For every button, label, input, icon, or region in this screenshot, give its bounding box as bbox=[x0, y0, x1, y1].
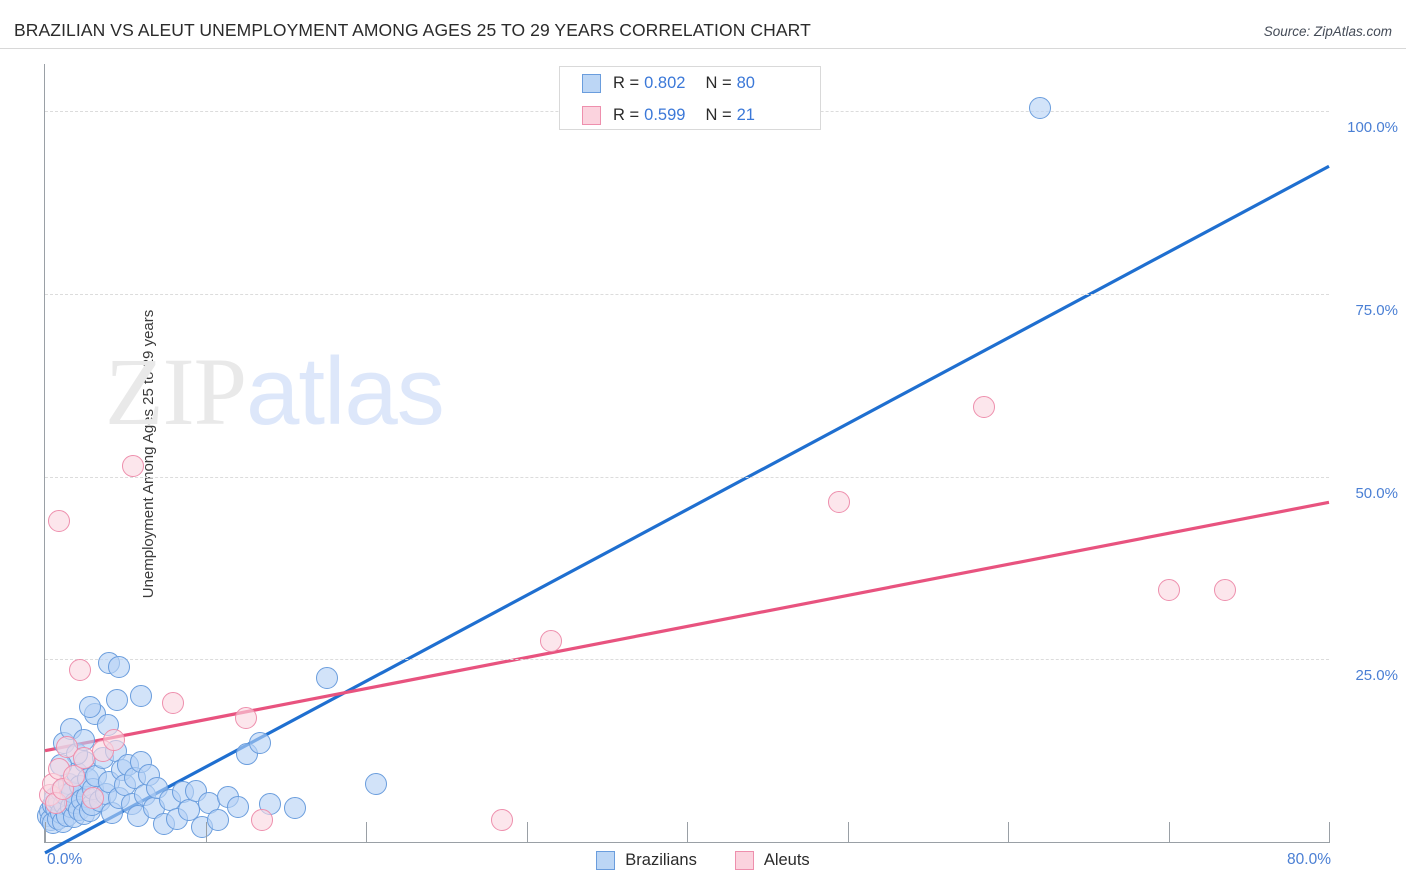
source-attribution: Source: ZipAtlas.com bbox=[1263, 24, 1392, 39]
x-axis-tick bbox=[1168, 822, 1170, 842]
data-point[interactable] bbox=[316, 666, 339, 689]
stats-swatch-brazilians bbox=[582, 73, 601, 93]
data-point[interactable] bbox=[106, 688, 129, 711]
data-point[interactable] bbox=[250, 809, 273, 832]
data-point[interactable] bbox=[234, 706, 257, 729]
gridline bbox=[45, 659, 1329, 661]
x-axis-tick bbox=[526, 822, 528, 842]
data-point[interactable] bbox=[207, 809, 230, 832]
data-point[interactable] bbox=[122, 454, 145, 477]
y-axis-title-wrap: Unemployment Among Ages 25 to 29 years bbox=[8, 64, 157, 843]
stats-r-value-2: 0.599 bbox=[644, 105, 686, 124]
data-point[interactable] bbox=[226, 795, 249, 818]
plot-area: ZIPatlas bbox=[37, 64, 1330, 855]
y-axis-label: 50.0% bbox=[1355, 484, 1398, 502]
data-point[interactable] bbox=[249, 732, 272, 755]
data-point[interactable] bbox=[284, 797, 307, 820]
data-point[interactable] bbox=[62, 765, 85, 788]
stats-n-label-2: N = bbox=[705, 105, 732, 124]
stats-n-value-2: 21 bbox=[736, 105, 755, 124]
page-title: BRAZILIAN VS ALEUT UNEMPLOYMENT AMONG AG… bbox=[14, 20, 811, 40]
data-point[interactable] bbox=[364, 772, 387, 795]
data-point[interactable] bbox=[491, 809, 514, 832]
stats-n-label-1: N = bbox=[705, 73, 732, 92]
x-axis-tick bbox=[687, 822, 688, 842]
data-point[interactable] bbox=[78, 695, 101, 718]
data-point[interactable] bbox=[130, 684, 153, 707]
legend-swatch-aleuts bbox=[734, 851, 754, 870]
trendline-aleuts bbox=[44, 500, 1330, 753]
stats-legend: R = 0.802 N = 80 R = 0.599 N = 21 bbox=[559, 66, 821, 130]
data-point[interactable] bbox=[1157, 578, 1180, 601]
x-axis-line bbox=[45, 842, 1330, 843]
x-axis-label: 0.0% bbox=[47, 851, 83, 868]
data-point[interactable] bbox=[1029, 96, 1052, 119]
y-axis-label: 75.0% bbox=[1355, 302, 1398, 320]
stats-row: R = 0.802 N = 80 bbox=[560, 67, 820, 99]
stats-n-value-1: 80 bbox=[736, 73, 755, 92]
legend-item-brazilians[interactable]: Brazilians bbox=[596, 851, 697, 870]
header-divider bbox=[0, 48, 1406, 49]
x-axis-tick bbox=[45, 822, 46, 842]
y-axis-line bbox=[44, 64, 45, 843]
gridline bbox=[45, 294, 1329, 296]
x-axis-tick bbox=[205, 822, 207, 842]
legend-swatch-brazilians bbox=[596, 851, 616, 870]
x-axis-tick bbox=[1008, 822, 1009, 842]
x-axis-tick bbox=[1329, 822, 1330, 842]
stats-r-label-1: R = bbox=[613, 73, 640, 92]
data-point[interactable] bbox=[48, 509, 71, 532]
gridline bbox=[45, 476, 1329, 478]
stats-r-label-2: R = bbox=[613, 105, 640, 124]
series-legend: Brazilians Aleuts bbox=[0, 851, 1406, 870]
data-point[interactable] bbox=[1213, 578, 1236, 601]
y-axis-label: 25.0% bbox=[1355, 667, 1398, 685]
legend-item-aleuts[interactable]: Aleuts bbox=[734, 851, 810, 870]
stats-swatch-aleuts bbox=[582, 105, 601, 125]
data-point[interactable] bbox=[103, 728, 125, 751]
data-point[interactable] bbox=[69, 659, 92, 682]
x-axis-tick bbox=[847, 822, 849, 842]
stats-row: R = 0.599 N = 21 bbox=[560, 99, 820, 131]
data-point[interactable] bbox=[82, 787, 105, 810]
data-point[interactable] bbox=[107, 655, 130, 678]
stats-r-value-1: 0.802 bbox=[644, 73, 686, 92]
data-point[interactable] bbox=[162, 692, 185, 715]
y-axis-label: 100.0% bbox=[1347, 119, 1398, 137]
x-axis-label: 80.0% bbox=[1287, 851, 1331, 868]
legend-label-aleuts: Aleuts bbox=[763, 851, 810, 869]
data-point[interactable] bbox=[539, 630, 562, 653]
data-point[interactable] bbox=[972, 396, 995, 419]
data-point[interactable] bbox=[828, 491, 851, 514]
legend-label-brazilians: Brazilians bbox=[625, 851, 697, 869]
x-axis-tick bbox=[366, 822, 367, 842]
